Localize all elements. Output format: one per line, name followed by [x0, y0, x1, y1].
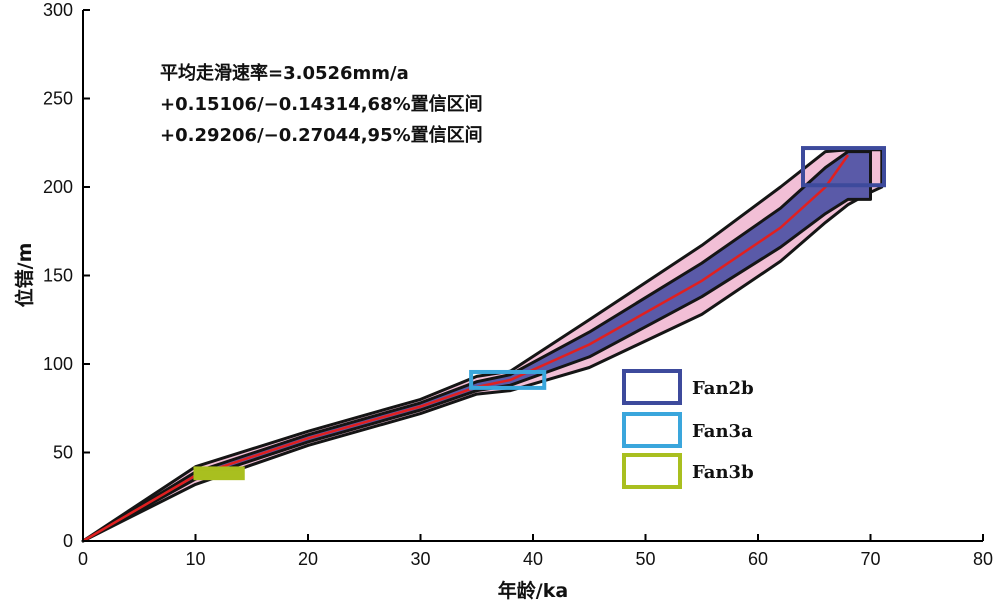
- band-68-area: [81, 150, 872, 543]
- x-tick-label: 80: [973, 549, 993, 569]
- annotation-block: 平均走滑速率=3.0526mm/a +0.15106/−0.14314,68%置…: [160, 62, 483, 146]
- x-tick-label: 40: [523, 549, 543, 569]
- x-ticks: 0 10 20 30 40 50 60 70 80: [78, 534, 993, 569]
- y-tick-label: 250: [43, 89, 73, 109]
- y-tick-label: 50: [53, 443, 73, 463]
- legend-label-fan3b: Fan3b: [692, 462, 754, 483]
- x-tick-label: 60: [748, 549, 768, 569]
- y-tick-label: 300: [43, 0, 73, 20]
- legend-swatch-fan3b: [622, 453, 682, 489]
- x-axis-title: 年龄/ka: [498, 579, 568, 602]
- box-fan2b: [801, 146, 886, 188]
- annotation-line-3: +0.29206/−0.27044,95%置信区间: [160, 124, 483, 146]
- mean-line-path: [82, 154, 850, 543]
- y-tick-label: 0: [63, 531, 73, 551]
- y-tick-label: 100: [43, 354, 73, 374]
- annotation-line-2: +0.15106/−0.14314,68%置信区间: [160, 93, 483, 115]
- x-tick-label: 10: [185, 549, 205, 569]
- legend: Fan2b Fan3a Fan3b: [622, 369, 754, 489]
- x-tick-label: 20: [298, 549, 318, 569]
- box-fan3a: [469, 369, 547, 390]
- annotation-line-1: 平均走滑速率=3.0526mm/a: [160, 62, 409, 84]
- x-tick-label: 30: [410, 549, 430, 569]
- x-tick-label: 0: [78, 549, 88, 569]
- legend-label-fan2b: Fan2b: [692, 378, 754, 399]
- x-tick-label: 70: [860, 549, 880, 569]
- x-tick-label: 50: [635, 549, 655, 569]
- y-tick-label: 150: [43, 266, 73, 286]
- legend-label-fan3a: Fan3a: [692, 421, 753, 442]
- y-tick-label: 200: [43, 177, 73, 197]
- legend-swatch-fan2b: [622, 369, 682, 405]
- y-ticks: 0 50 100 150 200 250 300: [43, 0, 90, 551]
- legend-swatch-fan3a: [622, 412, 682, 448]
- mean-line: [82, 154, 850, 543]
- box-fan3b: [193, 466, 245, 481]
- confidence-band-95: [81, 148, 884, 543]
- confidence-band-68: [81, 150, 872, 543]
- y-axis-title: 位错/m: [13, 243, 36, 308]
- band-95-area: [81, 148, 884, 543]
- fan-boxes: [193, 146, 886, 481]
